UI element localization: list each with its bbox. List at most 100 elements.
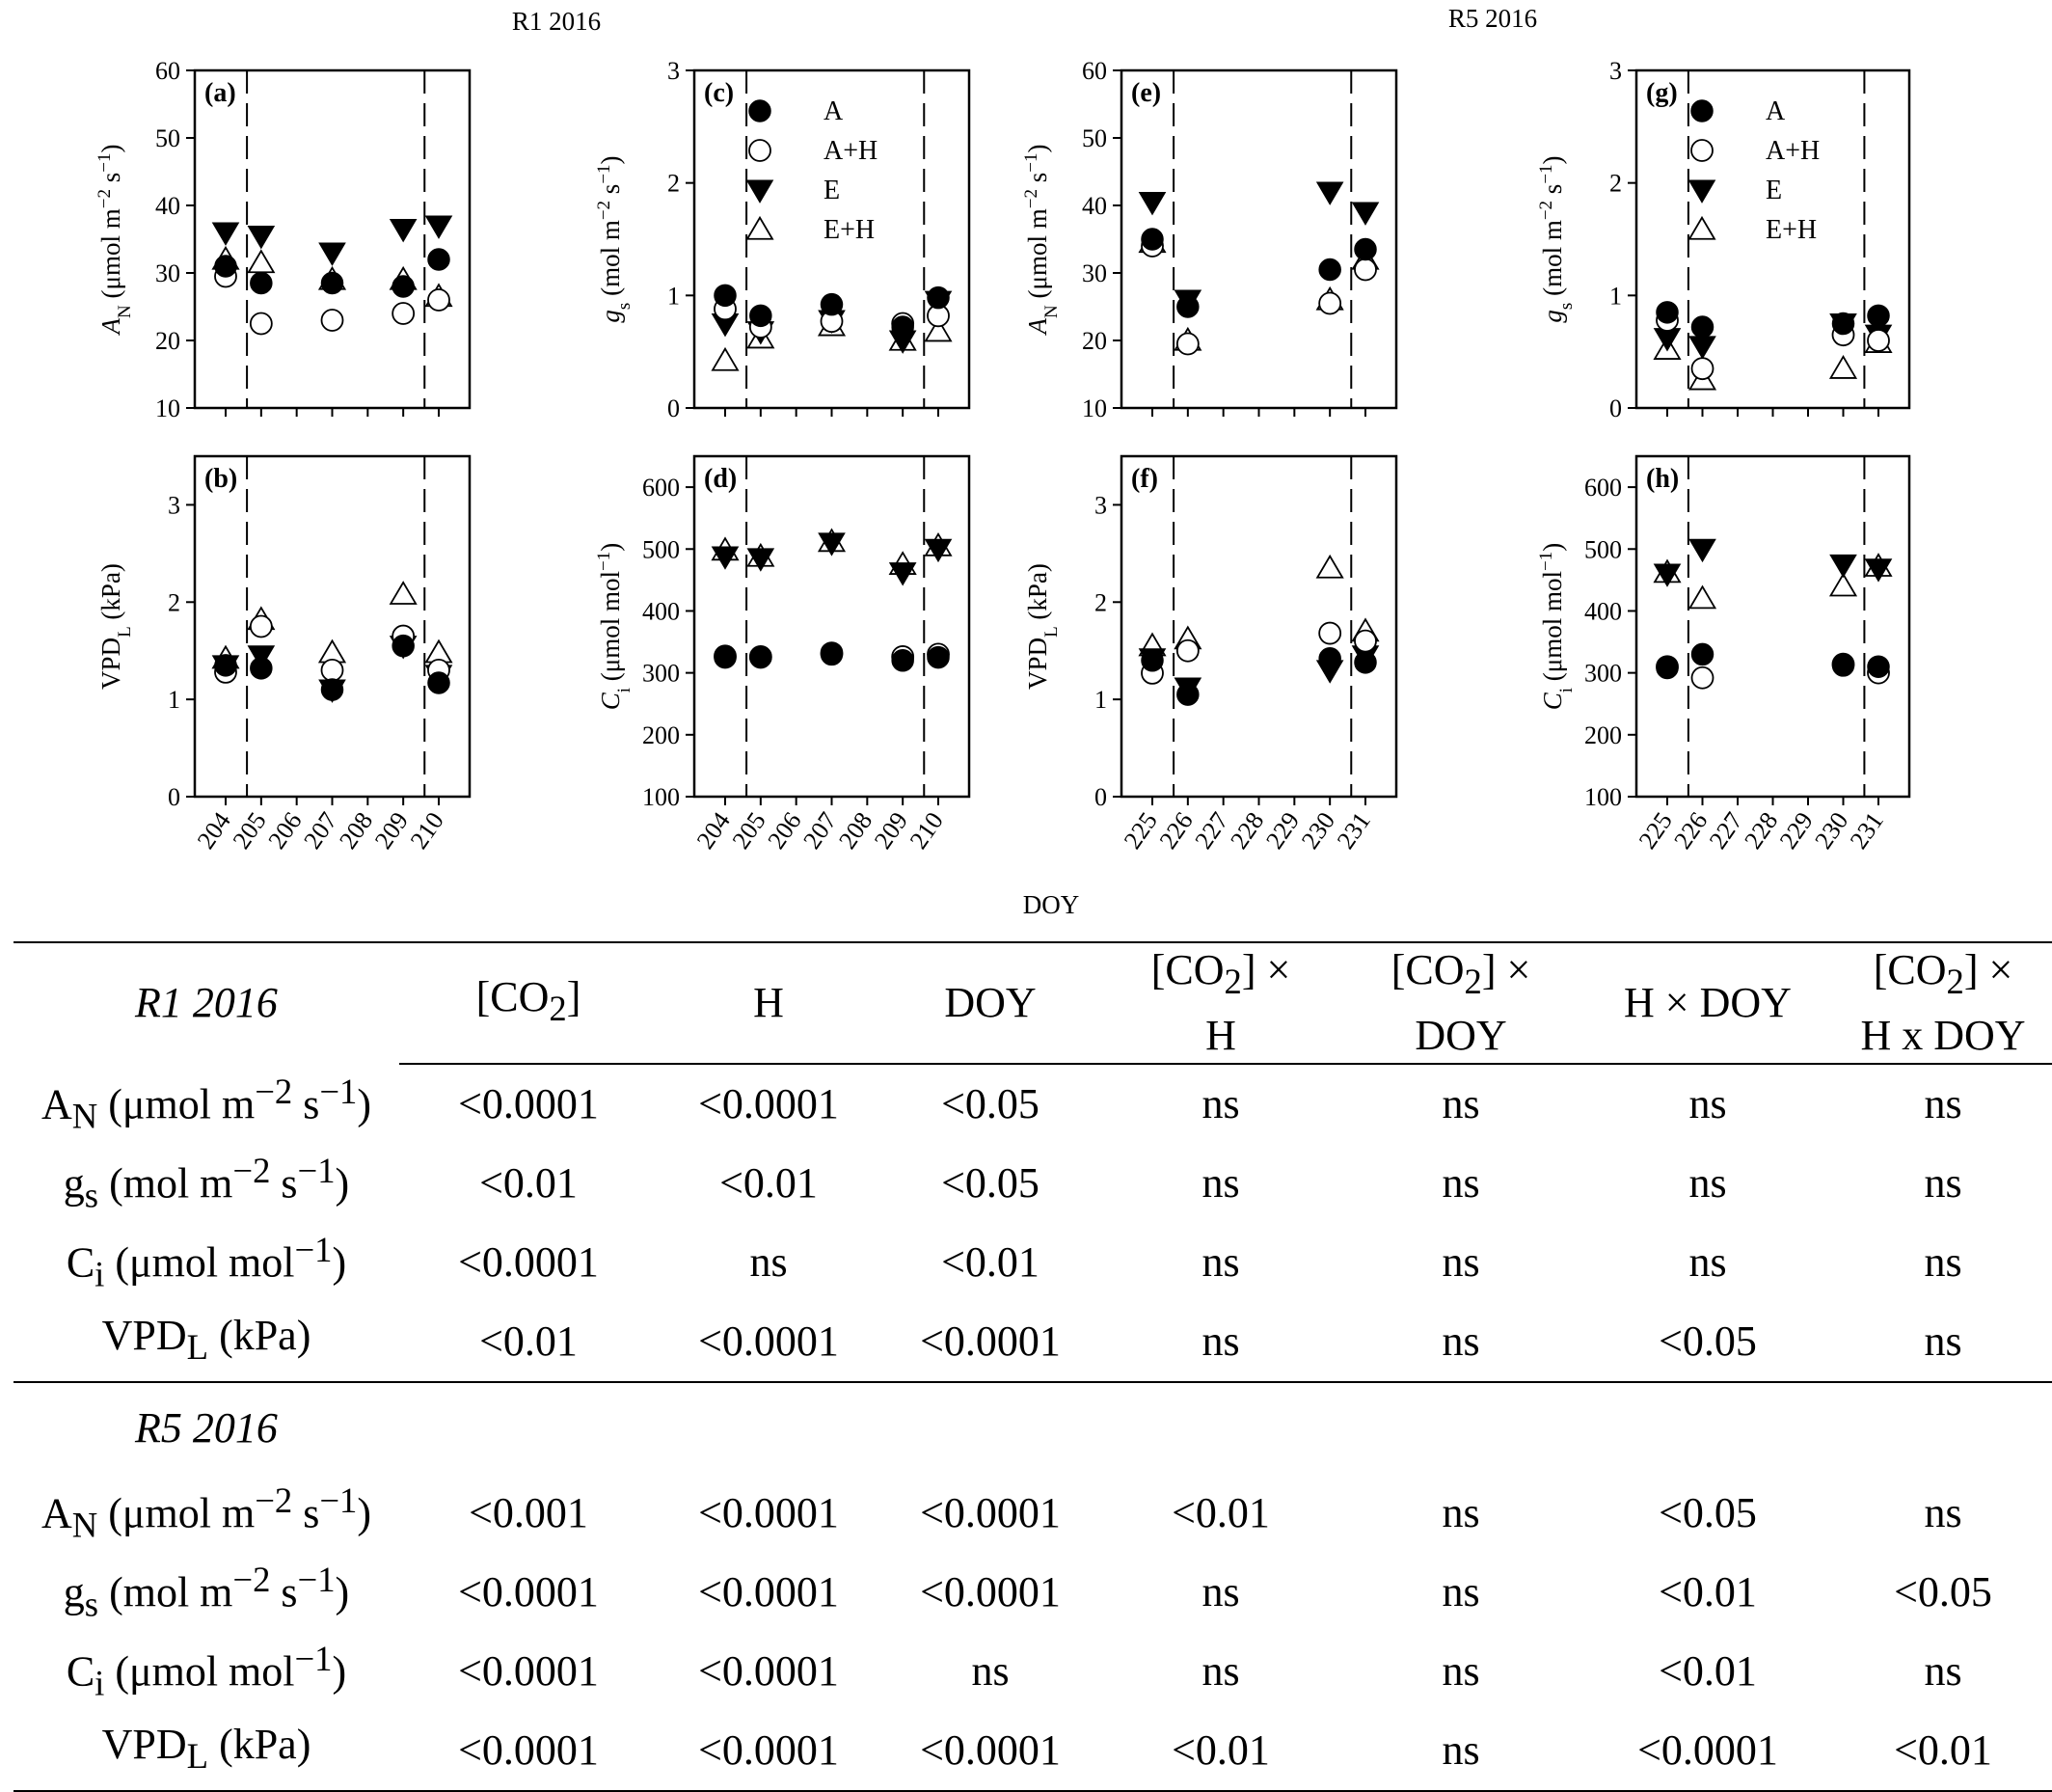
- table-header-row: R1 2016 [CO2] H DOY [CO2] × H [CO2] × DOY …: [14, 943, 2052, 1065]
- x-tick-label: 207: [797, 807, 842, 855]
- empty-cell: [399, 1380, 658, 1474]
- point-a: [320, 678, 344, 701]
- point-a: [1690, 315, 1714, 339]
- point-e-plus-h: [389, 581, 418, 605]
- legend: A A+H E E+H: [745, 96, 878, 245]
- col-h: H: [658, 943, 879, 1065]
- panel-letter: (g): [1646, 78, 1678, 108]
- y-tick-label: 400: [1584, 597, 1622, 625]
- point-a: [1656, 301, 1679, 324]
- y-tick-label: 400: [642, 597, 680, 625]
- p-value-cell: <0.001: [469, 1488, 588, 1536]
- col-co2-h-doy: [CO2] × H x DOY: [1834, 943, 2052, 1065]
- point-a: [250, 657, 273, 680]
- point-e: [211, 222, 240, 246]
- p-value-cell: <0.05: [1659, 1488, 1757, 1536]
- point-a-plus-h: [320, 658, 344, 682]
- p-value-cell: <0.01: [399, 1301, 658, 1383]
- point-a-plus-h: [1318, 621, 1342, 645]
- legend-marker: [748, 139, 771, 162]
- y-tick-label: 3: [667, 57, 680, 85]
- legend-label: E: [824, 176, 840, 205]
- empty-cell: [1101, 1380, 1340, 1474]
- point-e: [1653, 328, 1682, 352]
- legend-label: A+H: [1766, 136, 1820, 166]
- p-value-cell: <0.0001: [1581, 1710, 1834, 1792]
- panel-e: 10 20 30 40 50 60 (e) AN (μmol m−2 s−1): [1021, 57, 1398, 422]
- point-e: [1351, 202, 1380, 226]
- p-value-cell: <0.0001: [879, 1301, 1101, 1383]
- p-value-cell: ns: [1924, 1079, 1962, 1127]
- empty-cell: [1581, 1380, 1834, 1474]
- table-row: gs (mol m−2 s−1) <0.0001 <0.0001 <0.0001 ns n…: [14, 1553, 2052, 1632]
- p-value-cell: <0.0001: [458, 1237, 599, 1286]
- row-label: AN (μmol m−2 s−1): [41, 1071, 371, 1136]
- point-e: [424, 215, 453, 239]
- legend-label: A+H: [824, 136, 878, 166]
- row-label: VPDL (kPa): [14, 1710, 399, 1792]
- x-tick-label: 225: [1119, 807, 1163, 855]
- point-a: [392, 634, 415, 658]
- point-a-plus-h: [249, 312, 273, 336]
- header-left: R1 2016: [512, 7, 601, 36]
- p-value-cell: ns: [1442, 1567, 1480, 1616]
- panel-letter: (d): [704, 464, 737, 494]
- y-tick-label: 3: [1609, 57, 1622, 85]
- p-value-cell: <0.0001: [458, 1079, 599, 1127]
- row-label: VPDL (kPa): [14, 1301, 399, 1383]
- x-tick-label: 226: [1668, 807, 1713, 855]
- panel-g: 0 1 2 3 (g) gs (mol m−2 s−1) A A+H E E+H: [1536, 57, 1911, 422]
- row-label: Ci (μmol mol−1): [66, 1230, 347, 1294]
- point-a-plus-h: [1354, 629, 1377, 653]
- y-tick-label: 0: [1094, 783, 1107, 811]
- point-e: [1138, 192, 1167, 216]
- panel-frame: [193, 68, 472, 410]
- point-a-plus-h: [1690, 357, 1714, 381]
- p-value-cell: ns: [1688, 1079, 1727, 1127]
- y-axis-label: AN (μmol m−2 s−1): [94, 145, 135, 337]
- point-a: [820, 642, 844, 666]
- point-a: [1318, 647, 1341, 670]
- point-a: [214, 654, 237, 677]
- point-a: [1656, 656, 1679, 680]
- y-tick-label: 100: [1584, 783, 1622, 811]
- panel-frame: [1120, 454, 1398, 799]
- p-value-cell: <0.01: [479, 1158, 578, 1207]
- point-e: [247, 645, 276, 669]
- p-value-cell: ns: [1688, 1237, 1727, 1286]
- point-a: [427, 671, 450, 694]
- y-tick-label: 10: [1082, 394, 1107, 422]
- legend: A A+H E E+H: [1688, 96, 1820, 245]
- point-e-plus-h: [1315, 554, 1344, 579]
- legend-marker: [1688, 215, 1716, 240]
- point-e: [1688, 336, 1716, 360]
- col-co2: [CO2]: [399, 943, 658, 1065]
- point-a: [1354, 651, 1377, 674]
- point-e: [818, 532, 846, 557]
- x-tick-label: 231: [1845, 807, 1889, 855]
- x-tick-label: 227: [1704, 807, 1748, 855]
- row-label: Ci (μmol mol−1): [66, 1639, 347, 1703]
- section-title-row: R5 2016: [14, 1380, 2052, 1474]
- p-value-cell: ns: [1202, 1237, 1240, 1286]
- legend-marker: [1690, 139, 1714, 162]
- x-tick-label: 229: [1774, 807, 1819, 855]
- legend-label: A: [824, 96, 844, 126]
- p-value-cell: <0.0001: [879, 1710, 1101, 1792]
- point-e-plus-h: [1688, 584, 1717, 610]
- p-value-cell: ns: [1924, 1158, 1962, 1207]
- y-axis-label: VPDL (kPa): [1023, 563, 1062, 690]
- p-value-cell: <0.0001: [458, 1646, 599, 1695]
- col-h-doy: H × DOY: [1581, 943, 1834, 1065]
- y-tick-label: 200: [1584, 721, 1622, 749]
- x-tick-label: 210: [405, 807, 449, 855]
- p-value-cell: <0.05: [1581, 1301, 1834, 1383]
- y-tick-label: 0: [1609, 394, 1622, 422]
- panel-letter: (f): [1131, 464, 1158, 494]
- legend-marker: [745, 215, 774, 240]
- y-tick-label: 30: [1082, 259, 1107, 287]
- x-tick-label: 225: [1634, 807, 1678, 855]
- y-tick-label: 3: [1094, 491, 1107, 519]
